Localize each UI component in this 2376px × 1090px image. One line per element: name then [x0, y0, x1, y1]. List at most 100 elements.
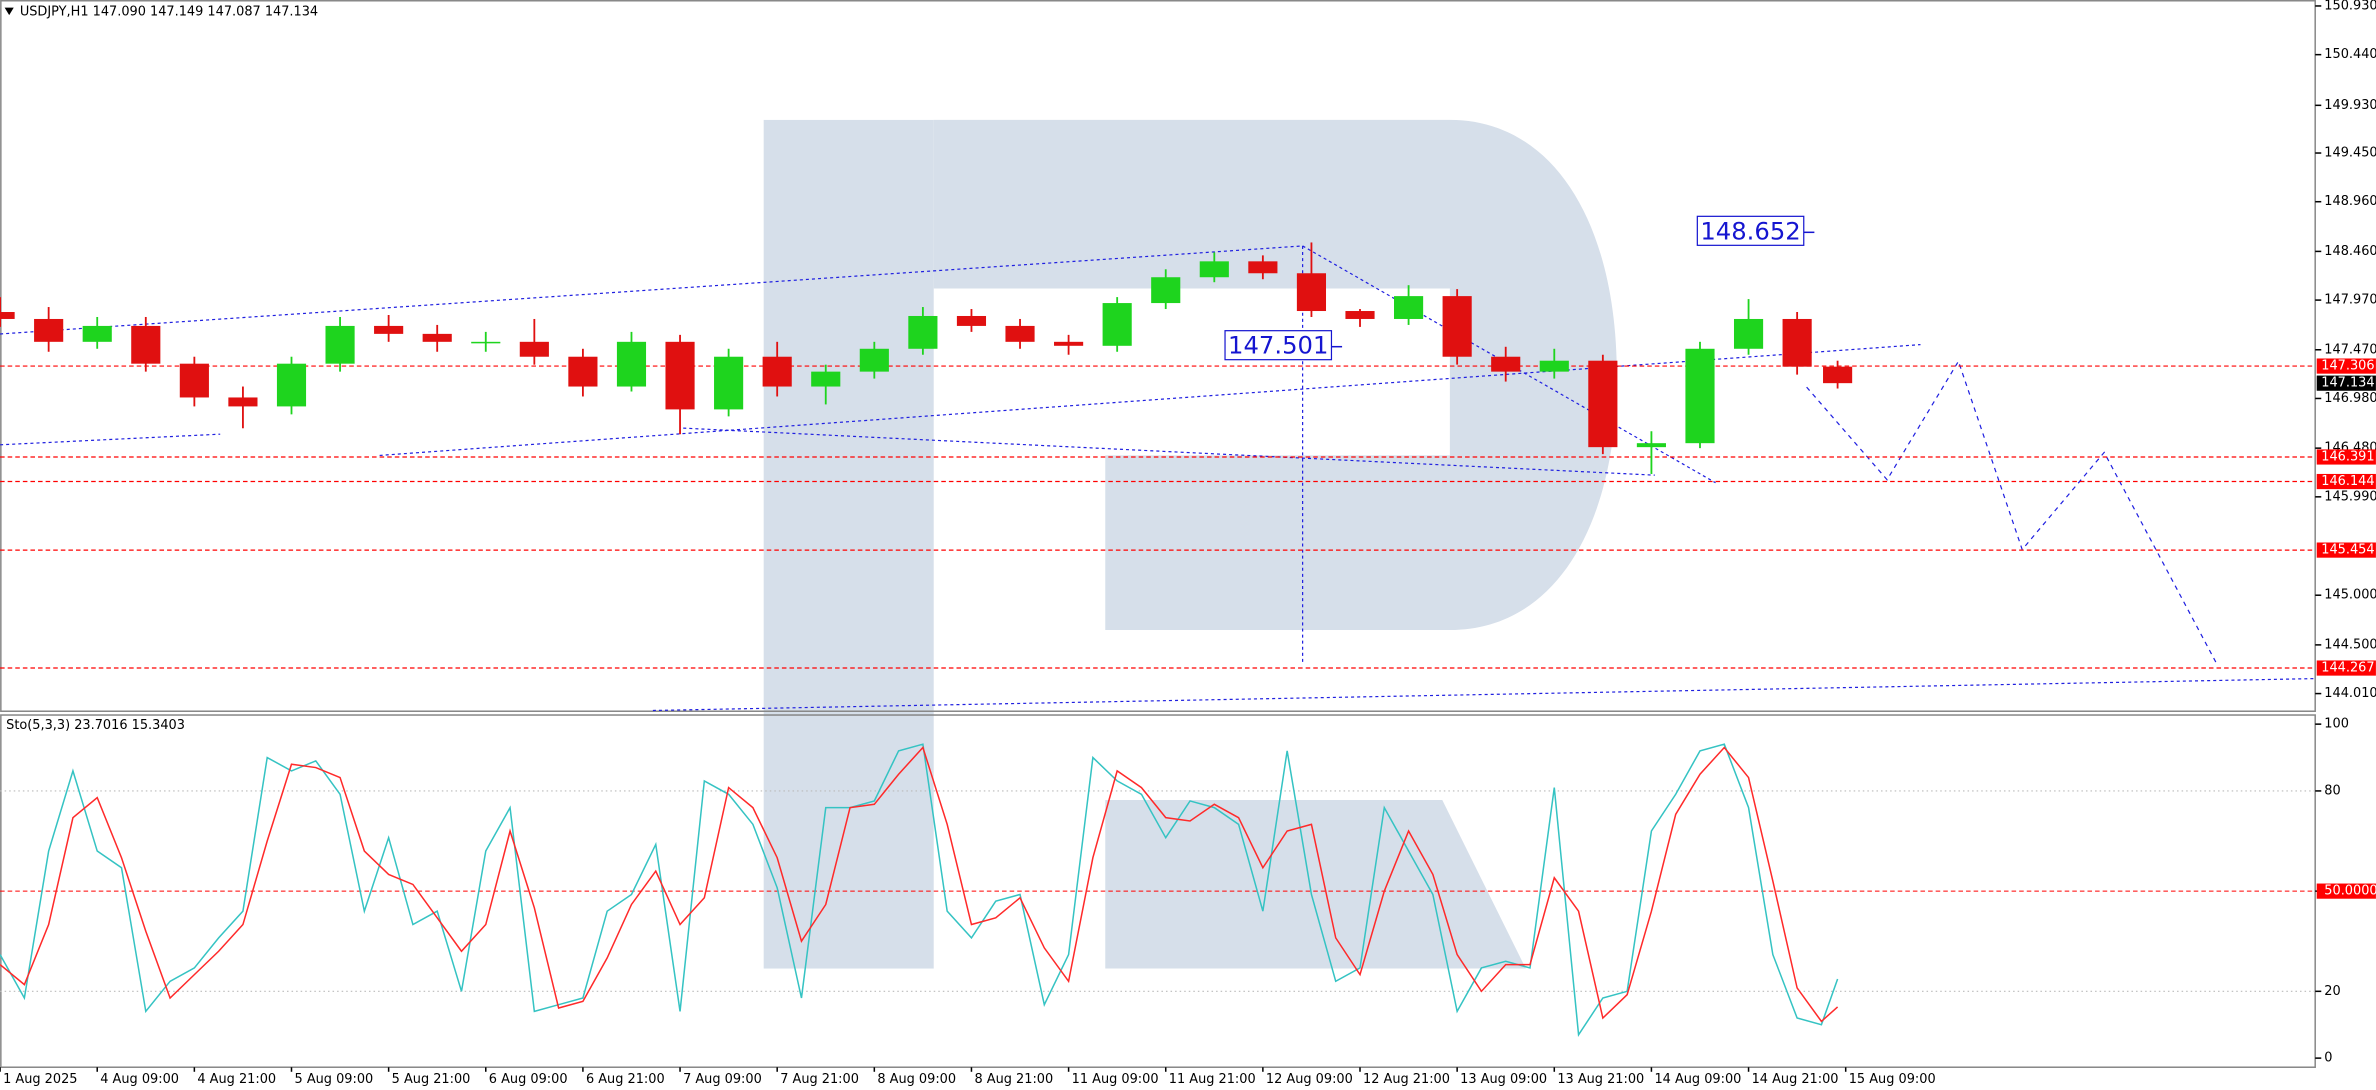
candle-body	[1823, 366, 1853, 384]
candle-body	[908, 315, 938, 349]
x-tick-label: 15 Aug 09:00	[1849, 1072, 1936, 1087]
x-tick-label: 7 Aug 21:00	[780, 1072, 859, 1087]
x-tick-label: 12 Aug 09:00	[1266, 1072, 1353, 1087]
candle-body	[1296, 273, 1327, 312]
candle-body	[1588, 360, 1618, 448]
y-tick-label: 149.930	[2324, 98, 2376, 113]
level-label: 147.306	[2321, 359, 2374, 374]
level-label-bg	[2316, 542, 2376, 558]
y-tick-label: 144.010	[2324, 686, 2376, 701]
candle-body	[811, 371, 841, 387]
candle-body	[1539, 360, 1569, 372]
x-tick-label: 5 Aug 21:00	[392, 1072, 471, 1087]
candle-body	[422, 333, 452, 342]
watermark-logo	[763, 119, 1617, 969]
y-tick-label: 150.440	[2324, 47, 2376, 62]
stoch-line	[0, 743, 1839, 1037]
x-tick-label: 12 Aug 21:00	[1363, 1072, 1450, 1087]
candle-body	[1394, 296, 1424, 319]
candle-body	[325, 325, 355, 364]
y-tick-label: 150.930	[2324, 0, 2376, 13]
trend-line	[683, 427, 1655, 476]
level-label: 145.454	[2321, 543, 2374, 558]
candle-body	[616, 341, 647, 387]
level-label-bg	[2316, 473, 2376, 490]
candle-body	[179, 363, 209, 398]
level-label-bg	[2316, 660, 2376, 676]
trend-line	[379, 344, 1921, 457]
candle-body	[374, 325, 404, 334]
x-tick-label: 14 Aug 09:00	[1654, 1072, 1741, 1087]
candle-body	[131, 325, 161, 364]
y-tick-label: 149.450	[2324, 146, 2376, 161]
y-tick-label: 50.0000	[2324, 884, 2376, 899]
candle-body	[1685, 348, 1715, 444]
candle-body	[1491, 356, 1521, 372]
candle-body	[82, 325, 112, 342]
x-tick-label: 5 Aug 09:00	[295, 1072, 374, 1087]
y-tick-label: 145.000	[2324, 588, 2376, 603]
x-tick-label: 13 Aug 21:00	[1557, 1072, 1644, 1087]
price-header: USDJPY,H1 147.090 147.149 147.087 147.13…	[20, 5, 318, 20]
candle-body	[1102, 303, 1132, 346]
candle-body	[1636, 443, 1666, 448]
x-tick-label: 11 Aug 09:00	[1072, 1072, 1159, 1087]
x-tick-label: 8 Aug 09:00	[877, 1072, 956, 1087]
level-label: 146.391	[2321, 449, 2374, 464]
candle-body	[0, 312, 15, 319]
candle-body	[1005, 325, 1035, 342]
candle-body	[1345, 311, 1375, 319]
candle-body	[1054, 341, 1084, 346]
candle-body	[276, 363, 307, 407]
x-tick-label: 13 Aug 09:00	[1460, 1072, 1547, 1087]
level-label-bg	[2316, 358, 2376, 374]
y-tick-label: 0	[2324, 1051, 2332, 1066]
candle-body	[1199, 261, 1229, 278]
x-tick-label: 14 Aug 21:00	[1752, 1072, 1839, 1087]
candle-body	[859, 348, 889, 372]
x-tick-label: 6 Aug 21:00	[586, 1072, 665, 1087]
y-tick-label: 100	[2324, 717, 2349, 732]
y-tick-label: 144.500	[2324, 637, 2376, 652]
trend-line	[0, 245, 1303, 335]
x-tick-label: 4 Aug 09:00	[100, 1072, 179, 1087]
candle-body	[665, 341, 695, 410]
candle-body	[1782, 318, 1812, 367]
trend-line	[652, 677, 2316, 712]
price-pane-border	[0, 0, 2316, 712]
x-tick-label: 11 Aug 21:00	[1169, 1072, 1256, 1087]
annotation-label: 148.652	[1700, 216, 1800, 245]
level-label: 146.144	[2321, 474, 2374, 489]
stoch-header: Sto(5,3,3) 23.7016 15.3403	[6, 718, 185, 733]
candle-body	[228, 397, 258, 407]
last-price-bg	[2316, 375, 2376, 391]
candle-body	[1733, 318, 1764, 349]
annotation-label: 147.501	[1228, 331, 1328, 360]
annotation-box	[1224, 330, 1333, 361]
y-tick-label: 148.460	[2324, 244, 2376, 259]
candle-body	[1248, 261, 1278, 274]
y-tick-label: 147.470	[2324, 342, 2376, 357]
candle-body	[714, 356, 744, 410]
x-tick-label: 4 Aug 21:00	[197, 1072, 276, 1087]
candle-body	[568, 356, 598, 387]
y-tick-label: 146.980	[2324, 391, 2376, 406]
level-label: 144.267	[2321, 661, 2374, 676]
y-tick-label: 20	[2324, 984, 2340, 999]
stoch-line	[0, 746, 1839, 1023]
candle-body	[34, 318, 64, 342]
y-tick-label-bg	[2316, 883, 2376, 899]
y-tick-label: 148.960	[2324, 194, 2376, 209]
symbol-menu-icon	[4, 7, 14, 16]
x-tick-label: 1 Aug 2025	[3, 1072, 77, 1087]
candle-body	[1151, 277, 1181, 304]
y-tick-label: 147.970	[2324, 293, 2376, 308]
level-label-bg	[2316, 449, 2376, 465]
candle-body	[956, 315, 987, 326]
candle-body	[1442, 296, 1472, 357]
x-tick-label: 8 Aug 21:00	[974, 1072, 1053, 1087]
trend-line	[0, 433, 221, 446]
candle-body	[762, 356, 792, 387]
candle-body	[471, 341, 501, 344]
candle-body	[519, 341, 549, 357]
